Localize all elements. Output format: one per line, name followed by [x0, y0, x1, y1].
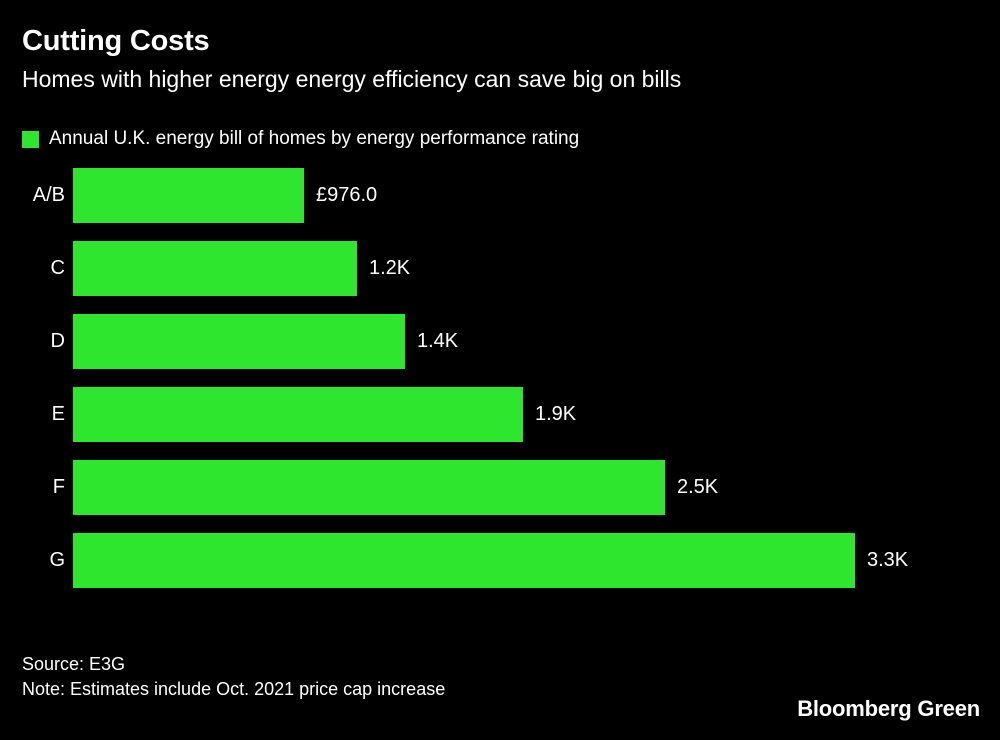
legend-swatch-icon	[22, 130, 39, 148]
bar-row: E 1.9K	[0, 387, 1000, 442]
bar-value-label: £976.0	[316, 184, 378, 206]
chart-subtitle: Homes with higher energy energy efficien…	[22, 66, 682, 92]
bar	[73, 460, 665, 515]
bar-row: F 2.5K	[0, 460, 1000, 515]
category-label: A/B	[32, 184, 65, 206]
source-note: Source: E3G	[22, 654, 126, 674]
bar	[73, 387, 523, 442]
chart-legend: Annual U.K. energy bill of homes by ener…	[22, 128, 579, 150]
bar	[73, 533, 855, 588]
bar-value-label: 1.2K	[369, 257, 411, 279]
chart-footer: Source: E3G Note: Estimates include Oct.…	[22, 652, 980, 722]
bar-row: D 1.4K	[0, 314, 1000, 369]
bar-value-label: 1.4K	[417, 330, 459, 352]
category-label: D	[50, 330, 65, 352]
methodology-note: Note: Estimates include Oct. 2021 price …	[22, 679, 446, 699]
chart-header: Cutting Costs Homes with higher energy e…	[22, 24, 980, 94]
category-label: C	[50, 257, 65, 279]
bar-row: G 3.3K	[0, 533, 1000, 588]
bar	[73, 241, 357, 296]
page-title: Cutting Costs	[22, 25, 210, 57]
bloomberg-green-logo: Bloomberg Green	[797, 696, 980, 721]
bar-row: A/B £976.0	[0, 168, 1000, 223]
bar	[73, 314, 405, 369]
category-label: G	[49, 549, 65, 571]
bar-value-label: 1.9K	[535, 403, 577, 425]
bar-row: C 1.2K	[0, 241, 1000, 296]
bar-value-label: 2.5K	[677, 476, 719, 498]
category-label: E	[51, 403, 65, 425]
category-label: F	[52, 476, 65, 498]
plot-area: A/B £976.0 C 1.2K D 1.4K E 1.9K F 2.5K G 3.3K	[0, 168, 1000, 618]
legend-item-label: Annual U.K. energy bill of homes by ener…	[49, 128, 580, 149]
bar-value-label: 3.3K	[867, 549, 909, 571]
bar	[73, 168, 304, 223]
